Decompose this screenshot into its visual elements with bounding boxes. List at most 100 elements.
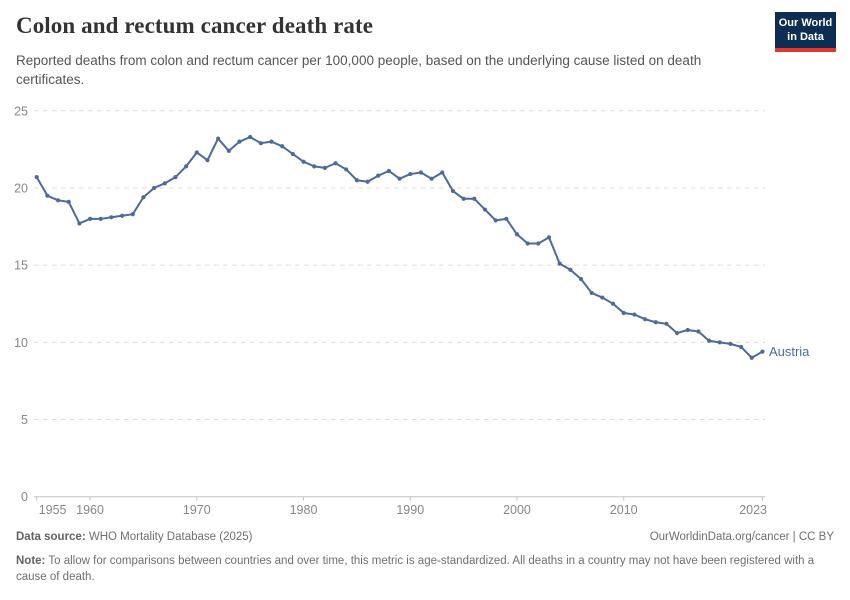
chart-svg: 0 5 10 15 20 25 1955 1960 1970 1980 1990 2000 2010 20… — [14, 104, 810, 517]
owid-logo-line2: in Data — [787, 30, 824, 43]
data-point — [66, 199, 71, 204]
data-point — [728, 341, 733, 346]
data-point — [685, 327, 690, 333]
series-end-label[interactable]: Austria — [769, 344, 810, 359]
data-point — [739, 344, 744, 350]
data-point — [141, 195, 146, 200]
data-point — [632, 312, 637, 317]
chart-title: Colon and rectum cancer death rate — [16, 13, 374, 38]
data-point — [173, 175, 178, 180]
y-axis-tick-label: 15 — [14, 259, 28, 273]
data-point — [109, 215, 114, 220]
footer-note: Note: To allow for comparisons between c… — [16, 553, 834, 586]
data-point — [450, 188, 456, 194]
x-axis-tick-label: 2000 — [503, 503, 531, 517]
data-point — [472, 196, 477, 201]
data-point — [354, 178, 359, 183]
data-point — [418, 170, 424, 175]
data-point — [322, 165, 327, 170]
data-point — [248, 134, 253, 140]
chart-footer: Data source: WHO Mortality Database (202… — [16, 529, 834, 586]
y-axis-tick-label: 5 — [21, 413, 28, 427]
data-source: Data source: WHO Mortality Database (202… — [16, 529, 252, 546]
data-point — [525, 241, 530, 246]
data-point — [493, 218, 498, 223]
data-point — [77, 221, 82, 226]
data-point — [408, 171, 413, 177]
data-point — [119, 213, 125, 218]
data-point — [269, 139, 274, 144]
x-axis-tick-label: 1955 — [39, 503, 67, 517]
data-point — [312, 164, 317, 169]
data-point — [514, 232, 520, 237]
data-point — [237, 139, 242, 144]
data-point — [365, 179, 370, 184]
footer-link[interactable]: OurWorldinData.org/cancer | CC BY — [649, 531, 834, 543]
data-point — [344, 167, 349, 172]
data-point — [290, 151, 295, 157]
data-point — [205, 158, 210, 163]
y-axis-tick-label: 0 — [21, 490, 28, 504]
y-axis-tick-label: 10 — [14, 336, 28, 350]
data-point — [216, 136, 221, 141]
x-axis-tick-label: 1990 — [396, 503, 424, 517]
owid-logo-line1: Our World — [778, 17, 833, 29]
data-point — [482, 207, 488, 212]
data-source-value: WHO Mortality Database (2025) — [85, 531, 253, 543]
chart-subtitle: Reported deaths from colon and rectum ca… — [16, 53, 702, 87]
data-point — [557, 261, 562, 266]
data-point — [760, 349, 765, 354]
x-axis-tick-label: 1960 — [76, 503, 104, 517]
data-point — [600, 295, 605, 300]
y-axis-tick-label: 25 — [14, 104, 28, 118]
x-axis-tick-label: 2010 — [610, 503, 638, 517]
data-point — [696, 329, 701, 334]
data-point — [440, 170, 445, 175]
data-point — [653, 320, 658, 325]
data-point — [578, 276, 584, 282]
data-point — [130, 212, 135, 217]
data-point — [589, 290, 594, 296]
x-axis-tick-label: 1980 — [290, 503, 318, 517]
data-line — [35, 136, 764, 359]
footer-note-label: Note: — [16, 554, 46, 567]
data-point — [194, 150, 199, 155]
footer-note-value: To allow for comparisons between countri… — [16, 554, 815, 584]
data-point — [504, 216, 509, 221]
data-point — [397, 176, 402, 181]
data-point — [717, 340, 722, 345]
data-point — [536, 241, 541, 246]
data-point — [87, 216, 93, 221]
x-axis-tick-label: 1970 — [183, 503, 211, 517]
data-point — [610, 301, 616, 306]
data-point — [674, 330, 680, 336]
data-point — [55, 198, 61, 203]
data-source-label: Data source: — [16, 531, 86, 543]
data-point — [226, 148, 231, 154]
y-axis-tick-label: 20 — [14, 181, 28, 195]
data-point — [301, 159, 306, 164]
data-point — [429, 176, 434, 181]
data-point — [184, 164, 189, 169]
data-point — [258, 141, 263, 146]
data-point — [98, 216, 103, 221]
data-point — [34, 175, 39, 180]
data-point — [461, 196, 466, 201]
data-point — [706, 338, 712, 343]
data-point — [546, 235, 552, 240]
data-point — [621, 310, 626, 316]
data-point — [45, 193, 50, 198]
x-axis-tick-label: 2023 — [739, 503, 767, 517]
data-point — [152, 185, 157, 191]
data-point — [568, 267, 573, 272]
data-point — [280, 144, 285, 149]
data-point — [162, 181, 167, 186]
data-point — [333, 161, 338, 166]
footer-source-row: Data source: WHO Mortality Database (202… — [16, 529, 834, 546]
data-point — [664, 321, 669, 326]
data-point — [642, 317, 648, 322]
data-point — [376, 173, 381, 178]
owid-logo[interactable]: Our World in Data — [775, 12, 836, 52]
data-point — [749, 355, 754, 360]
